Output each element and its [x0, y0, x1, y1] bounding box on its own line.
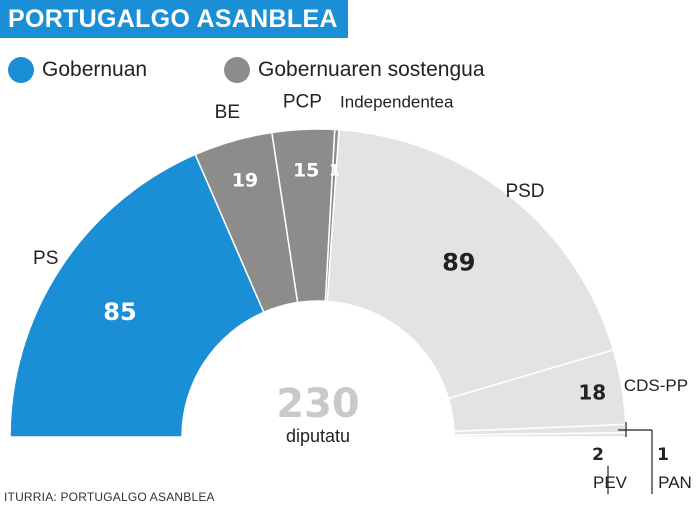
party-label-psd: PSD: [505, 181, 544, 202]
value-label-cds-pp: 18: [578, 380, 606, 404]
chart-labels: 85 PS 19 BE 15 PCP 1 Independentea 89 PSD 18 CDS-PP…: [33, 91, 692, 494]
value-label-independentea: 1: [329, 161, 340, 180]
party-label-ps: PS: [33, 248, 58, 269]
chart-slices: [9, 128, 627, 438]
slice-psd: [326, 128, 615, 400]
party-label-pcp: PCP: [283, 91, 322, 112]
party-label-be: BE: [215, 102, 240, 123]
legend-label-gobernuan: Gobernuan: [42, 58, 148, 81]
source-note: ITURRIA: PORTUGALGO ASANBLEA: [4, 490, 215, 504]
legend-swatch-gobernuan: [8, 57, 34, 83]
value-label-be: 19: [232, 169, 258, 191]
total-seats-value: 230: [276, 381, 360, 427]
value-label-pan: 1: [657, 445, 669, 465]
page-title: PORTUGALGO ASANBLEA: [0, 0, 348, 38]
value-label-pev: 2: [592, 445, 604, 465]
party-label-pev: PEV: [593, 473, 628, 492]
value-label-pcp: 15: [293, 159, 319, 181]
value-label-ps: 85: [103, 298, 136, 326]
party-label-pan: PAN: [658, 473, 692, 492]
slice-ps: [9, 153, 265, 438]
value-label-psd: 89: [442, 248, 475, 276]
legend-swatch-sostengua: [224, 57, 250, 83]
legend-label-sostengua: Gobernuaren sostengua: [258, 58, 485, 81]
party-label-cds-pp: CDS-PP: [624, 376, 688, 395]
total-seats-label: diputatu: [286, 426, 350, 446]
party-label-independentea: Independentea: [340, 93, 454, 112]
